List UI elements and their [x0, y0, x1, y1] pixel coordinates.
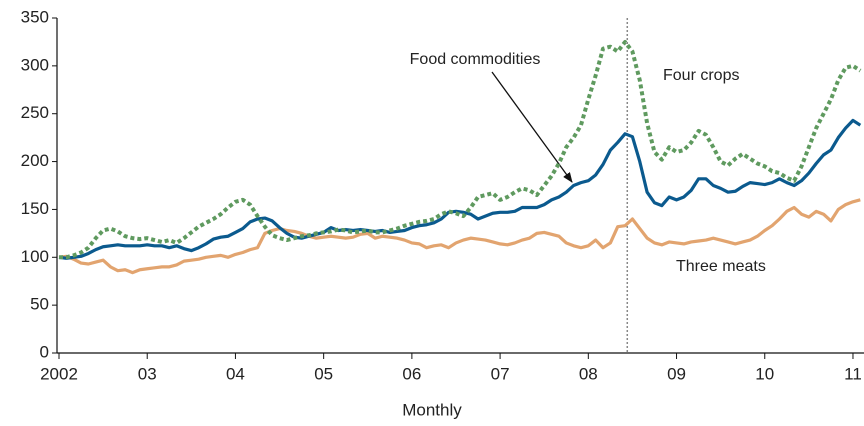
series-label: Three meats	[676, 258, 766, 275]
x-axis-label: Monthly	[402, 400, 462, 419]
y-tick-label: 50	[30, 295, 49, 314]
x-tick-label: 03	[138, 364, 157, 383]
series-label: Food commodities	[410, 51, 541, 68]
x-tick-label: 10	[755, 364, 774, 383]
x-tick-label: 05	[314, 364, 333, 383]
series-line	[59, 39, 862, 260]
series-label: Four crops	[663, 67, 739, 84]
x-tick-label: 04	[226, 364, 245, 383]
x-tick-label: 11	[844, 364, 862, 383]
x-tick-label: 08	[579, 364, 598, 383]
annotation-arrow	[491, 71, 573, 183]
y-tick-label: 250	[21, 103, 49, 122]
x-tick-label: 07	[491, 364, 510, 383]
series-line	[58, 118, 862, 260]
x-tick-label: 09	[667, 364, 686, 383]
y-tick-label: 200	[21, 151, 49, 170]
y-tick-label: 350	[21, 7, 49, 26]
y-tick-label: 0	[40, 342, 49, 361]
series-line	[58, 198, 861, 275]
x-tick-label: 06	[402, 364, 421, 383]
y-tick-label: 100	[21, 247, 49, 266]
x-tick-label: 2002	[40, 364, 78, 383]
y-tick-label: 150	[21, 199, 49, 218]
y-tick-label: 300	[21, 55, 49, 74]
